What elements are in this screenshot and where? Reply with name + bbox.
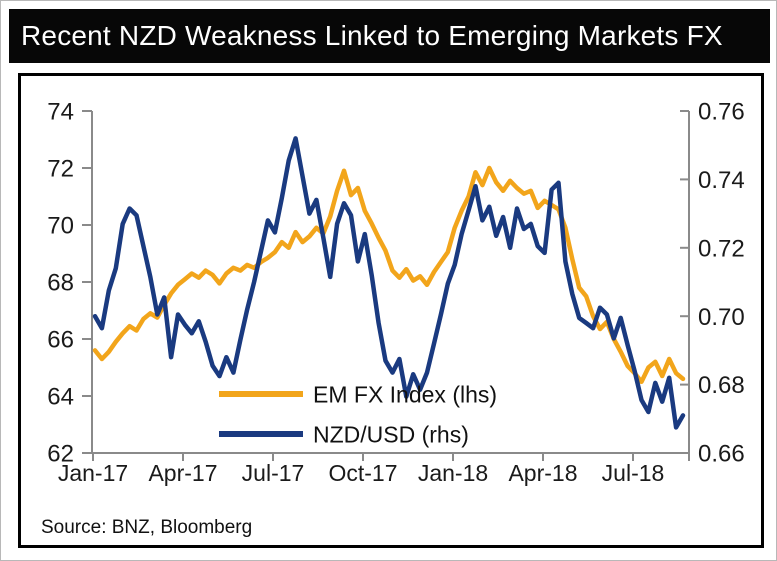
right-axis-tick-label: 0.72 [698, 235, 745, 262]
right-axis-tick-label: 0.74 [698, 167, 745, 194]
right-axis-tick-label: 0.76 [698, 99, 745, 126]
x-axis-tick-label: Oct-17 [328, 460, 397, 486]
right-axis-tick-label: 0.70 [698, 304, 745, 331]
right-axis-tick-label: 0.66 [698, 441, 745, 468]
x-axis-tick-label: Apr-18 [508, 460, 577, 486]
chart-frame: 74 72 70 68 66 64 62 0.76 0.74 0.72 0.70 0.68 0.66 Ja… [18, 73, 764, 548]
chart-title-bar: Recent NZD Weakness Linked to Emerging M… [9, 9, 770, 63]
source-note: Source: BNZ, Bloomberg [41, 517, 253, 538]
x-axis-tick-label: Jul-18 [602, 460, 665, 486]
left-axis-tick-label: 66 [47, 327, 74, 354]
x-axis-tick-label: Jul-17 [242, 460, 305, 486]
legend-label: NZD/USD (rhs) [313, 421, 469, 447]
left-axis-tick-label: 68 [47, 270, 74, 297]
left-axis-tick-label: 70 [47, 213, 74, 240]
chart-canvas: 74 72 70 68 66 64 62 0.76 0.74 0.72 0.70 0.68 0.66 Ja… [47, 99, 745, 486]
chart-title: Recent NZD Weakness Linked to Emerging M… [21, 20, 723, 51]
x-axis-tick-label: Apr-17 [148, 460, 217, 486]
x-axis-tick-label: Jan-17 [58, 460, 128, 486]
left-axis-tick-label: 62 [47, 441, 74, 468]
nzd-usd-line [92, 136, 686, 430]
left-axis-tick-label: 64 [47, 384, 74, 411]
legend-label: EM FX Index (lhs) [313, 381, 497, 407]
em-fx-index-line [92, 165, 686, 385]
x-axis-tick-label: Jan-18 [418, 460, 488, 486]
left-axis-tick-label: 72 [47, 156, 74, 183]
left-axis-tick-label: 74 [47, 99, 74, 126]
right-axis-tick-label: 0.68 [698, 372, 745, 399]
